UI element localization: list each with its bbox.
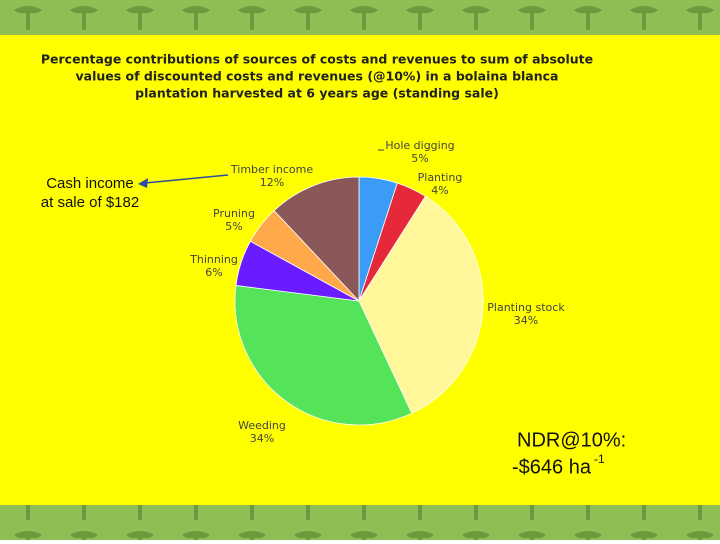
slice-label: Pruning — [213, 207, 255, 220]
title-line: values of discounted costs and revenues … — [76, 69, 559, 84]
slice-value-label: 5% — [411, 152, 428, 165]
slice-label: Planting — [418, 171, 463, 184]
top-band — [0, 0, 720, 35]
bottom-band — [0, 505, 720, 540]
arrow-head — [138, 178, 148, 188]
slice-label: Hole digging — [385, 139, 454, 152]
slice-label: Weeding — [238, 419, 286, 432]
slice-value-label: 34% — [250, 432, 274, 445]
pie-slice — [234, 285, 413, 426]
slice-label: Thinning — [189, 253, 238, 266]
ndr-annotation: NDR@10%: -$646 ha -1 — [512, 429, 626, 478]
annotation-text: at sale of $182 — [41, 194, 139, 211]
chart-title: Percentage contributions of sources of c… — [41, 52, 593, 101]
title-line: Percentage contributions of sources of c… — [41, 52, 593, 67]
arrow-line — [144, 174, 229, 184]
annotation-text: Cash income — [46, 175, 134, 192]
pie-slice — [273, 176, 360, 303]
pie — [234, 176, 484, 426]
annotation-superscript: -1 — [594, 452, 605, 466]
slice-value-label: 5% — [225, 220, 242, 233]
annotation-text: NDR@10%: — [517, 429, 626, 451]
slice-label: Planting stock — [487, 301, 565, 314]
annotation-text: -$646 ha — [512, 456, 592, 478]
cash-annotation: Cash income at sale of $182 — [41, 175, 139, 211]
slice-value-label: 12% — [260, 176, 284, 189]
pie-slice — [358, 195, 484, 414]
slice-label: Timber income — [230, 163, 313, 176]
slice-value-label: 6% — [205, 266, 222, 279]
slice-value-label: 4% — [431, 184, 448, 197]
slice-value-label: 34% — [514, 314, 538, 327]
title-line: plantation harvested at 6 years age (sta… — [135, 86, 499, 101]
